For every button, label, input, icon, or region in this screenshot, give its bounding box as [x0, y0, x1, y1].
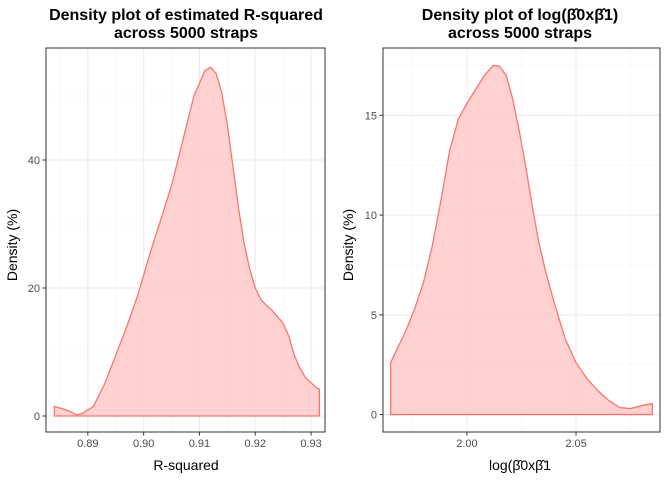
right-chart-y-tick-label: 15 — [365, 110, 377, 122]
left-chart-x-tick-label: 0.89 — [77, 438, 98, 450]
right-chart-title-line1: Density plot of log(β̂0xβ̂1) — [422, 7, 618, 24]
right-chart-x-axis-title: log(β̂0xβ̂1 — [489, 457, 551, 473]
left-chart-y-tick-label: 20 — [28, 283, 40, 295]
right-chart-x-tick-label: 2.05 — [565, 438, 586, 450]
right-chart-y-tick-label: 0 — [371, 410, 377, 422]
left-chart-x-tick-label: 0.92 — [245, 438, 266, 450]
right-chart-title-line2: across 5000 straps — [448, 25, 592, 42]
right-chart-y-tick-label: 5 — [371, 310, 377, 322]
left-chart-panel-border — [45, 47, 326, 433]
left-chart-y-tick-label: 0 — [34, 411, 40, 423]
left-chart-density-area — [54, 67, 320, 416]
left-chart: Density plot of estimated R-squared acro… — [4, 7, 326, 473]
left-chart-y-tick-label: 40 — [28, 155, 40, 167]
left-chart-density-line — [53, 66, 321, 417]
left-chart-x-axis-title: R-squared — [153, 457, 218, 473]
right-chart: Density plot of log(β̂0xβ̂1) across 5000… — [340, 7, 661, 473]
right-chart-x-axis: 2.00 2.05 — [456, 432, 587, 450]
right-chart-y-tick-label: 10 — [365, 210, 377, 222]
right-chart-density-area — [390, 65, 653, 415]
left-chart-x-axis: 0.89 0.90 0.91 0.92 0.93 — [77, 432, 322, 450]
right-chart-y-axis: 0 5 10 15 — [365, 110, 383, 422]
left-chart-y-axis: 0 20 40 — [28, 155, 46, 423]
left-chart-x-tick-label: 0.93 — [300, 438, 321, 450]
right-chart-y-axis-title: Density (%) — [340, 209, 356, 281]
left-chart-title-line2: across 5000 straps — [114, 25, 258, 42]
right-chart-panel-border — [382, 47, 661, 433]
right-chart-x-tick-label: 2.00 — [456, 438, 477, 450]
left-chart-title-line1: Density plot of estimated R-squared — [49, 7, 323, 24]
right-chart-density-line — [389, 64, 654, 416]
left-chart-y-axis-title: Density (%) — [4, 209, 20, 281]
left-chart-x-tick-label: 0.90 — [133, 438, 154, 450]
left-chart-x-tick-label: 0.91 — [189, 438, 210, 450]
